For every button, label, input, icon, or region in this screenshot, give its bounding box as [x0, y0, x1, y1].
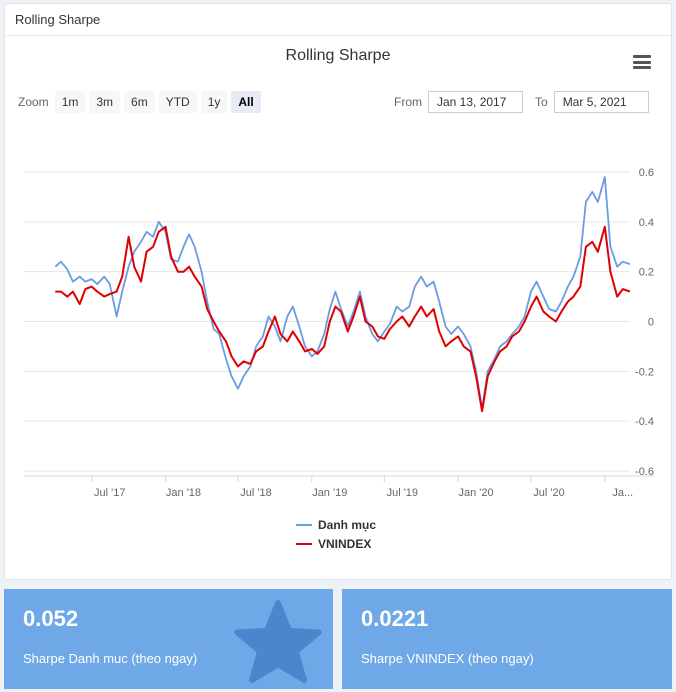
zoom-label: Zoom — [18, 95, 49, 109]
legend-swatch-danh-muc — [296, 523, 312, 526]
x-tick-label: Ja... — [612, 487, 633, 499]
zoom-1y-button[interactable]: 1y — [200, 91, 228, 113]
series-lines — [54, 176, 631, 413]
panel-header: Rolling Sharpe — [5, 4, 671, 36]
zoom-1m-button[interactable]: 1m — [54, 91, 86, 113]
legend-item-vnindex[interactable]: VNINDEX — [296, 534, 376, 553]
series-line-vnindex — [55, 225, 631, 413]
x-tick-label: Jul '17 — [94, 487, 125, 499]
to-label: To — [535, 95, 548, 109]
y-tick-label: 0.4 — [639, 217, 654, 229]
zoom-all-button[interactable]: All — [231, 91, 261, 113]
star-icon — [234, 599, 322, 683]
legend: Danh mục VNINDEX — [296, 515, 376, 553]
y-tick-label: 0.2 — [639, 267, 654, 279]
x-tick-label: Jan '18 — [166, 487, 201, 499]
to-date-input[interactable]: Mar 5, 2021 — [553, 91, 649, 113]
chart-title: Rolling Sharpe — [285, 47, 391, 64]
legend-swatch-vnindex — [296, 542, 312, 545]
legend-label-vnindex: VNINDEX — [318, 536, 372, 551]
rolling-sharpe-chart: 0.6 0.4 0.2 0 -0.2 -0.4 -0.6 Jul '17 Jan '18 Jul … — [24, 167, 654, 499]
hamburger-menu-icon[interactable] — [633, 55, 651, 69]
sharpe-portfolio-label: Sharpe Danh muc (theo ngay) — [23, 651, 198, 666]
axes: 0.6 0.4 0.2 0 -0.2 -0.4 -0.6 Jul '17 Jan '18 Jul … — [24, 167, 654, 499]
sharpe-portfolio-card: 0.052 Sharpe Danh muc (theo ngay) — [4, 589, 333, 689]
sharpe-vnindex-value: 0.0221 — [361, 606, 429, 631]
x-tick-label: Jan '19 — [312, 487, 347, 499]
from-label: From — [394, 95, 422, 109]
x-tick-label: Jan '20 — [458, 487, 493, 499]
zoom-3m-button[interactable]: 3m — [89, 91, 121, 113]
series-line-danh-muc — [54, 176, 631, 410]
x-tick-label: Jul '19 — [387, 487, 418, 499]
x-tick-label: Jul '18 — [240, 487, 271, 499]
zoom-ytd-button[interactable]: YTD — [158, 91, 197, 113]
from-date-input[interactable]: Jan 13, 2017 — [428, 91, 523, 113]
sharpe-vnindex-card: 0.0221 Sharpe VNINDEX (theo ngay) — [342, 589, 672, 689]
y-tick-label: -0.6 — [635, 466, 654, 478]
y-tick-label: 0 — [648, 317, 654, 329]
x-tick-label: Jul '20 — [533, 487, 564, 499]
legend-item-danh-muc[interactable]: Danh mục — [296, 515, 376, 534]
date-range-selector: From Jan 13, 2017 To Mar 5, 2021 — [390, 91, 649, 113]
zoom-selector: Zoom 1m 3m 6m YTD 1y All — [18, 91, 265, 113]
y-tick-label: -0.4 — [635, 416, 654, 428]
zoom-6m-button[interactable]: 6m — [124, 91, 155, 113]
y-tick-label: -0.2 — [635, 366, 654, 378]
sharpe-portfolio-value: 0.052 — [23, 606, 79, 631]
sharpe-vnindex-label: Sharpe VNINDEX (theo ngay) — [361, 651, 534, 666]
y-tick-label: 0.6 — [639, 167, 654, 179]
legend-label-danh-muc: Danh mục — [318, 517, 377, 532]
